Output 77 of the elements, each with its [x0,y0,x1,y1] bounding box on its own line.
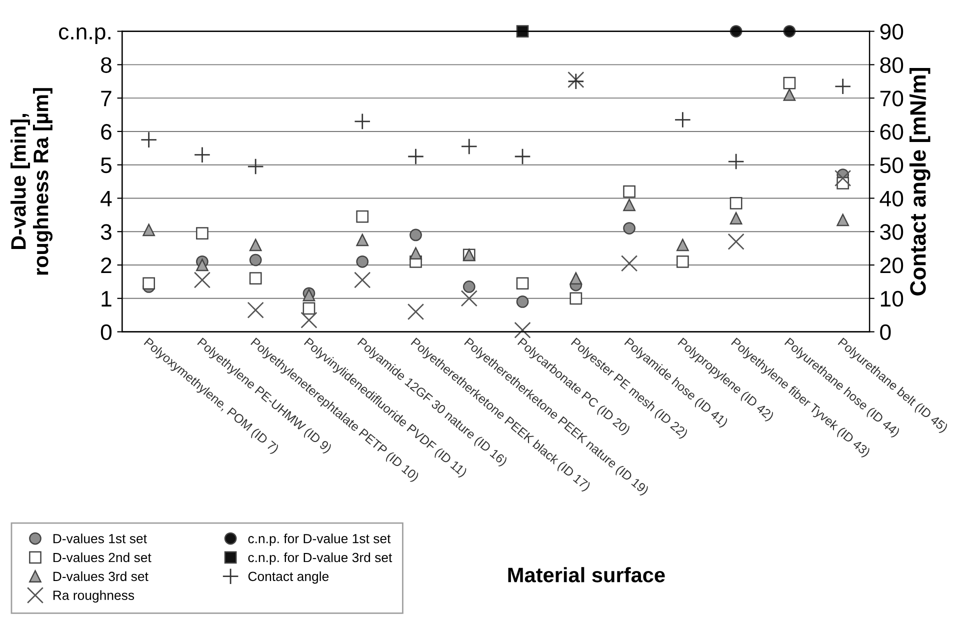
point [728,233,744,250]
point [623,185,636,198]
point [410,228,422,242]
y2-tick-label: 60 [880,124,904,140]
y-tick-label: 1 [102,291,112,306]
point [142,224,155,236]
y2-tick-label: 30 [880,224,904,240]
y2-tick-label: 80 [880,57,904,73]
point [194,146,211,164]
point [783,88,796,101]
point [570,272,582,285]
legend-label: c.n.p. for D-value 3rd set [248,552,392,565]
y2-tick-label: 70 [880,90,904,106]
y-tick-label: 2 [101,258,112,274]
legend-label: D-values 3rd set [53,571,148,582]
point [730,197,742,210]
y-tick-label: 6 [101,124,112,140]
point [514,148,531,165]
point [196,258,208,272]
point [356,210,369,223]
y-tick-label: 7 [101,90,112,106]
point [410,247,422,260]
point [354,272,371,288]
point [142,277,155,290]
point [460,138,478,155]
point [516,277,529,290]
legend-label: D-values 2nd set [53,552,152,562]
point [834,78,852,95]
point [354,113,371,130]
point [356,234,369,246]
point [676,238,689,252]
point [676,255,689,268]
legend-label: c.n.p. for D-value 1st set [248,534,391,546]
y2-tick-label: 90 [880,24,904,40]
point [516,296,529,308]
point [196,227,208,240]
y-tick-label: 0 [100,324,112,340]
x-axis-title: Material surface [508,567,665,582]
legend-label: Ra roughness [53,590,134,603]
point [407,148,424,165]
point [623,198,636,212]
point [194,272,211,288]
point [462,280,476,293]
point [460,290,478,307]
point [834,170,852,187]
y2-tick-label: 20 [880,258,904,274]
point [356,255,369,268]
legend-label: D-values 1st set [53,534,147,544]
point [620,255,638,272]
y-tick-label: 8 [101,57,112,73]
y-tick-label: 3 [100,224,112,240]
y-tick-label: 5 [100,158,112,174]
point [730,212,742,224]
y2-axis-title: Contact angle [mN/m] [910,68,930,296]
y2-tick-label: 0 [880,324,891,340]
point [728,153,744,170]
y-tick-label: c.n.p. [59,27,110,44]
legend-label: Contact angle [248,571,329,584]
point [674,111,692,128]
point [836,214,850,226]
point [783,76,796,90]
point [249,272,262,285]
point [249,238,262,252]
point [300,312,318,328]
point [249,254,262,266]
point [623,222,636,234]
point [140,131,158,148]
y-axis-title: D-value [min], roughness Ra [µm] [10,88,52,275]
y-tick-label: 4 [100,190,112,206]
y2-tick-label: 40 [880,190,904,207]
point [407,303,424,320]
point [302,302,316,315]
point [247,302,264,318]
point [570,292,582,305]
point [247,158,264,175]
y2-tick-label: 10 [880,290,904,307]
y2-tick-label: 50 [880,157,904,174]
